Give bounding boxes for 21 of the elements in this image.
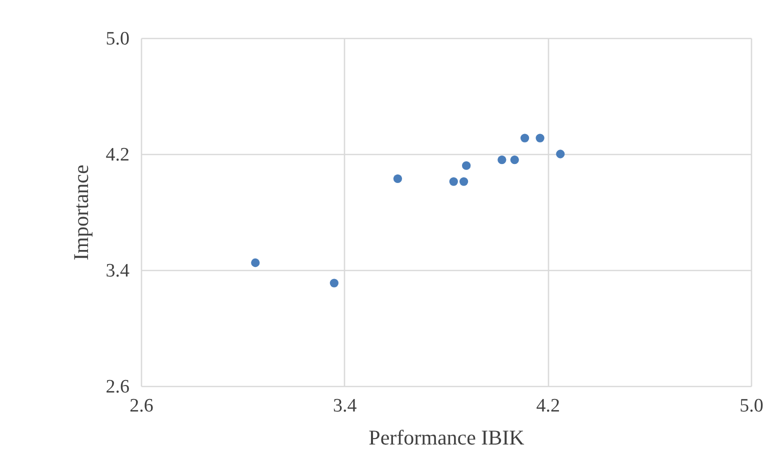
point — [536, 134, 544, 142]
y-axis-title: Importance — [68, 164, 93, 260]
x-tick-label: 3.4 — [332, 396, 358, 416]
point — [462, 161, 471, 170]
point — [510, 155, 519, 164]
point — [251, 258, 260, 268]
y-tick-label: 2.6 — [106, 376, 130, 398]
y-tick-label: 3.4 — [106, 260, 130, 282]
point — [520, 134, 530, 142]
point — [498, 155, 506, 164]
point — [459, 177, 468, 186]
point — [393, 174, 402, 183]
point — [449, 177, 458, 186]
y-tick-label: 5.0 — [106, 28, 130, 50]
x-tick-label: 2.6 — [130, 396, 154, 416]
x-axis-title: Performance IBIK — [368, 426, 524, 450]
x-tick-label: 5.0 — [740, 396, 764, 416]
y-tick-label: 4.2 — [106, 144, 130, 166]
x-tick-label: 4.2 — [536, 396, 560, 416]
point — [556, 150, 565, 158]
point — [330, 278, 338, 288]
